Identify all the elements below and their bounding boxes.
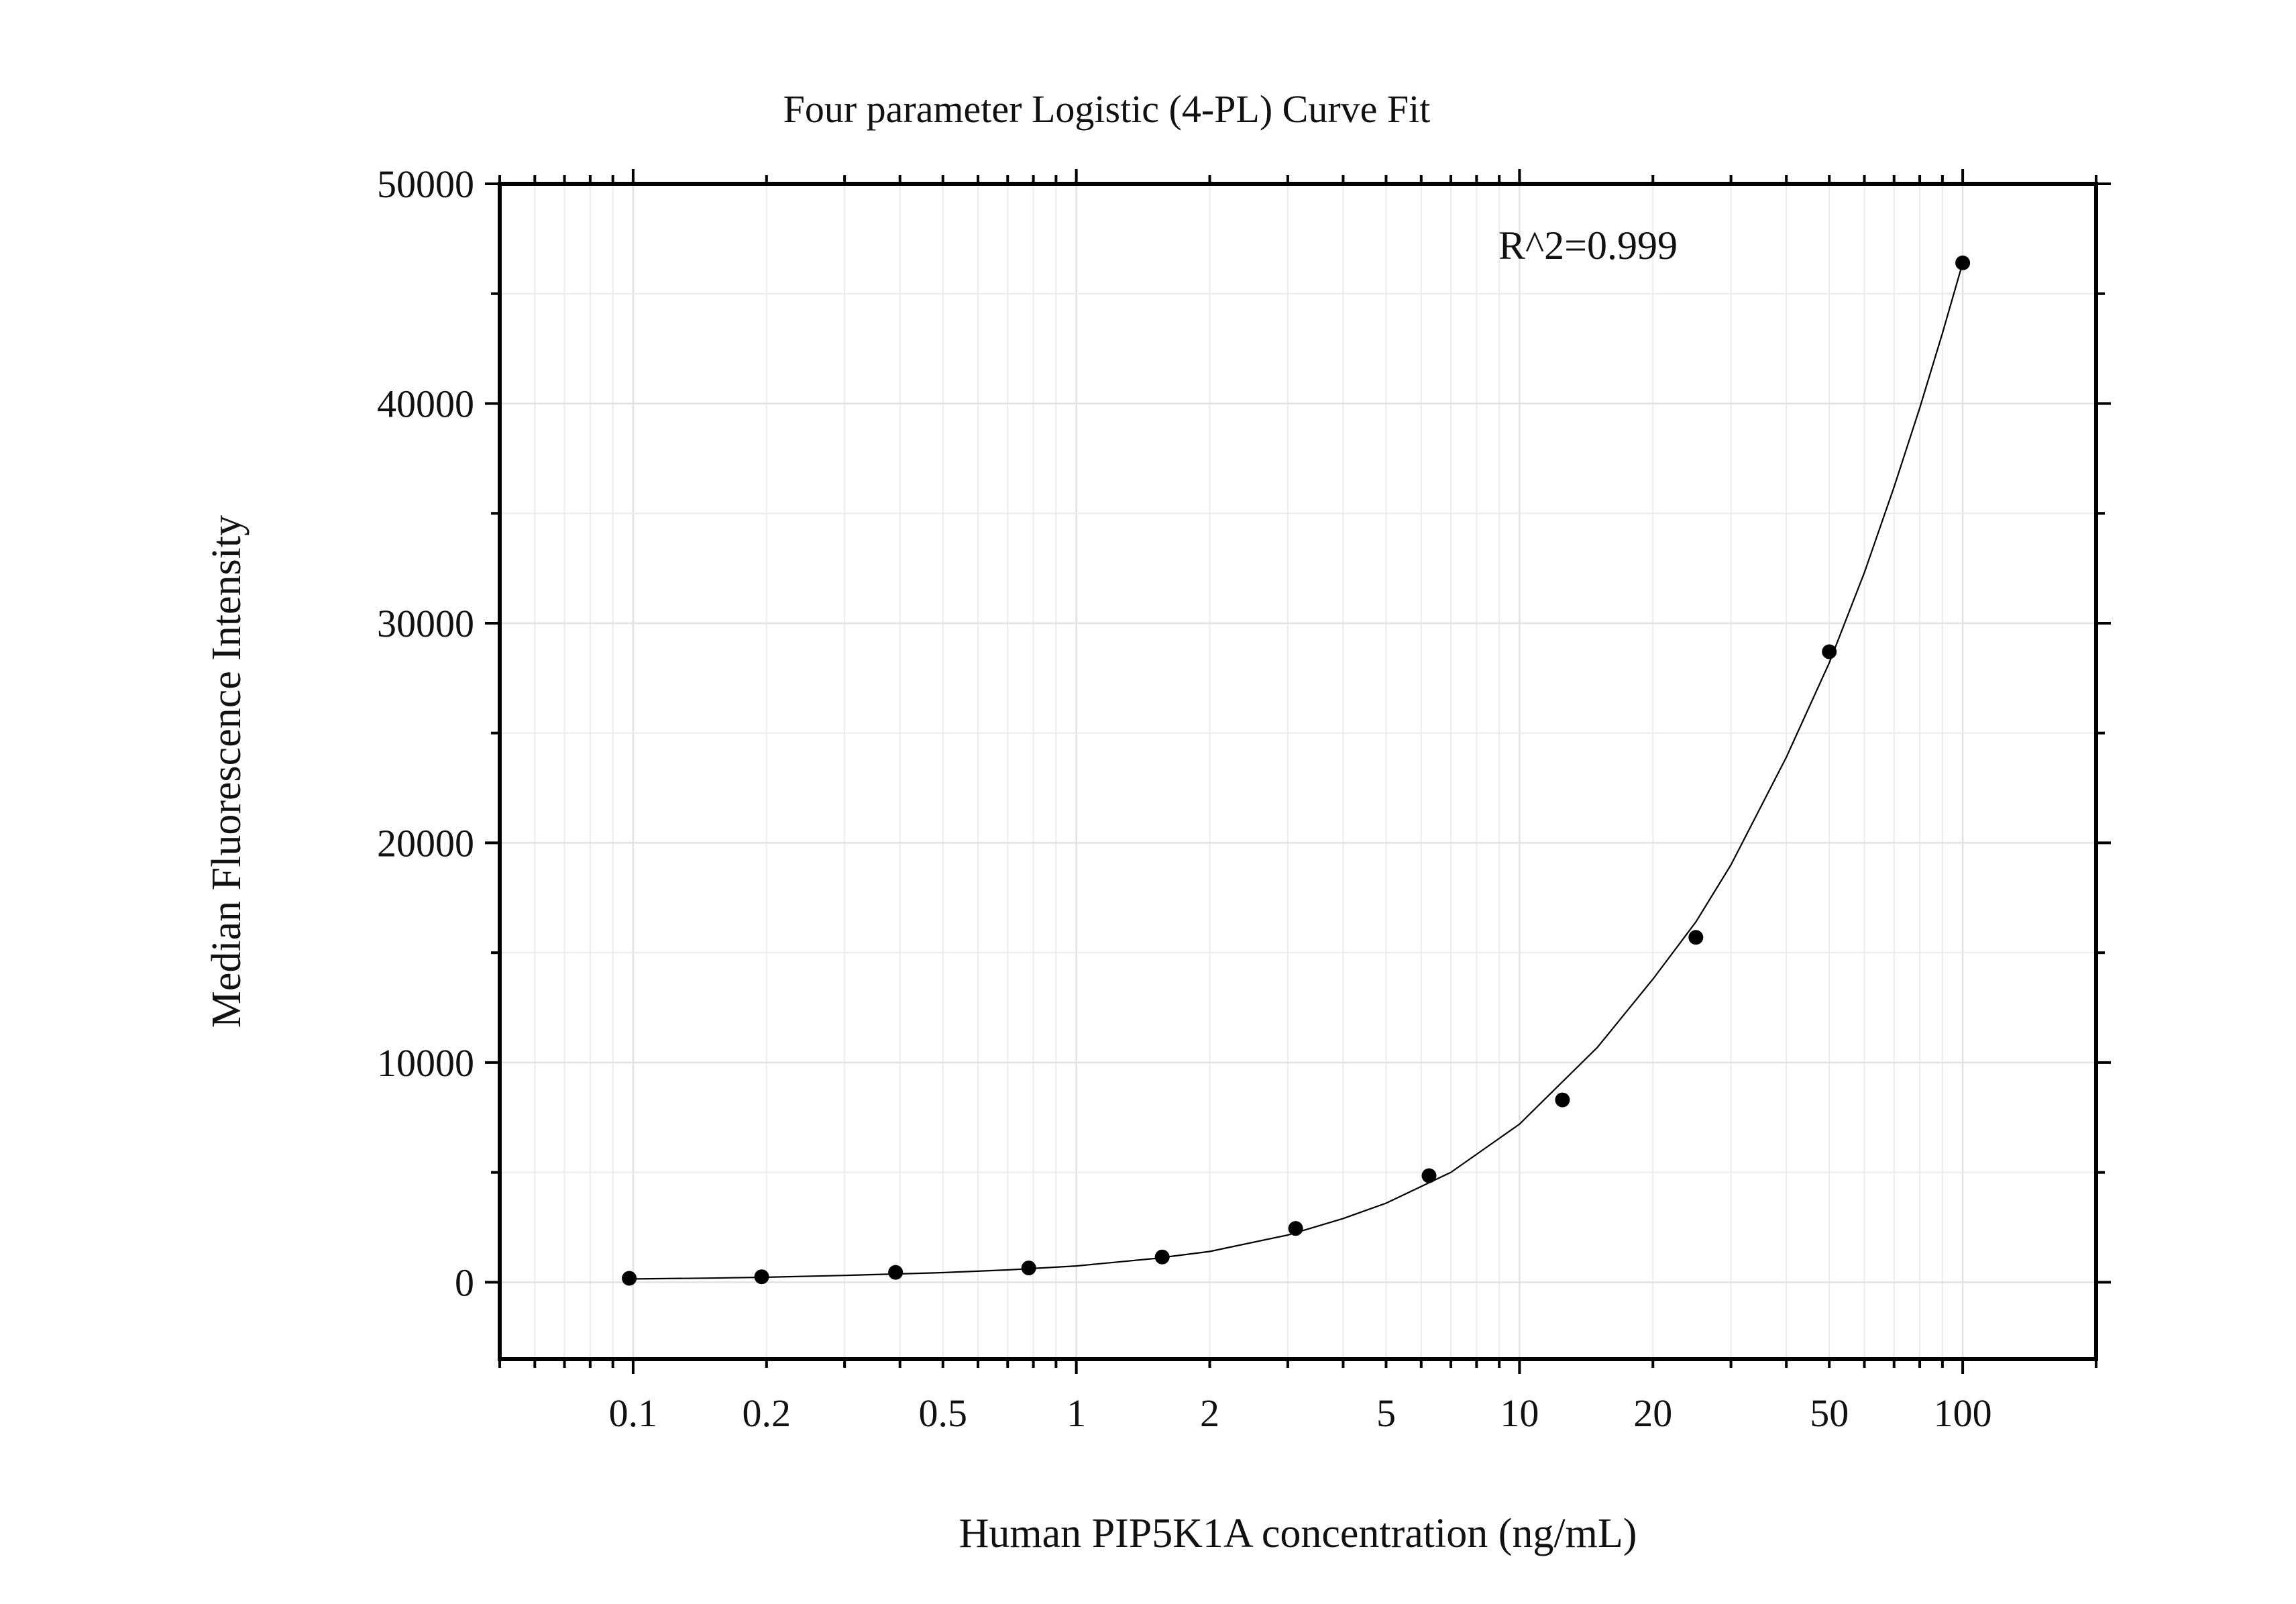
y-tick-labels: 0 10000 20000 30000 40000 50000 xyxy=(377,162,474,1304)
data-point xyxy=(888,1265,904,1280)
x-tick-label: 0.2 xyxy=(743,1391,791,1435)
x-tick-label: 10 xyxy=(1500,1391,1539,1435)
data-point xyxy=(1288,1221,1303,1236)
x-tick-label: 0.5 xyxy=(918,1391,967,1435)
fit-curve-group xyxy=(629,262,1964,1280)
data-point xyxy=(1154,1249,1170,1265)
x-tick-label: 0.1 xyxy=(609,1391,658,1435)
data-point xyxy=(1955,255,1971,270)
x-tick-label: 50 xyxy=(1810,1391,1849,1435)
x-tick-label: 100 xyxy=(1934,1391,1992,1435)
axis-ticks xyxy=(485,169,2111,1374)
y-tick-label: 50000 xyxy=(377,162,474,206)
x-tick-label: 5 xyxy=(1376,1391,1396,1435)
data-point xyxy=(754,1269,769,1285)
x-tick-label: 1 xyxy=(1067,1391,1086,1435)
y-tick-label: 0 xyxy=(455,1261,474,1304)
x-axis-label: Human PIP5K1A concentration (ng/mL) xyxy=(959,1511,1637,1556)
x-tick-labels: 0.1 0.2 0.5 1 2 5 10 20 50 100 xyxy=(609,1391,1992,1435)
chart-title: Four parameter Logistic (4-PL) Curve Fit xyxy=(783,87,1431,131)
data-point xyxy=(1555,1092,1570,1108)
y-axis-label: Median Fluorescence Intensity xyxy=(204,515,250,1028)
data-point xyxy=(1421,1168,1437,1183)
fit-curve xyxy=(629,262,1964,1280)
x-tick-label: 20 xyxy=(1633,1391,1672,1435)
data-points xyxy=(622,255,1971,1286)
y-tick-label: 30000 xyxy=(377,602,474,645)
x-tick-label: 2 xyxy=(1200,1391,1219,1435)
data-point xyxy=(622,1271,637,1286)
y-tick-label: 40000 xyxy=(377,382,474,425)
y-tick-label: 20000 xyxy=(377,821,474,865)
grid xyxy=(499,182,2097,1359)
data-point xyxy=(1822,644,1837,659)
data-point xyxy=(1688,930,1704,945)
plot-frame xyxy=(498,182,2098,1361)
data-point xyxy=(1021,1261,1036,1276)
y-tick-label: 10000 xyxy=(377,1041,474,1085)
r-squared-annotation: R^2=0.999 xyxy=(1498,223,1678,268)
